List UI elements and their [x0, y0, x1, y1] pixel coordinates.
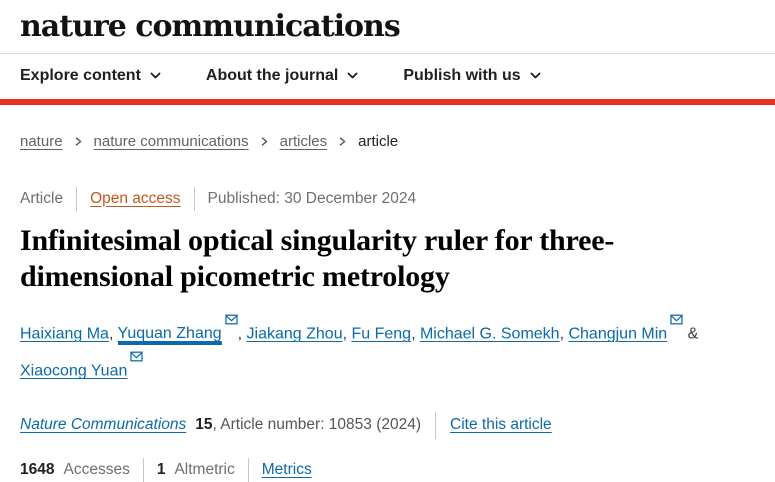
chevron-right-icon — [339, 136, 346, 146]
breadcrumb-nature-communications[interactable]: nature communications — [93, 132, 249, 150]
author-link-jiakang-zhou[interactable]: Jiakang Zhou — [246, 325, 343, 343]
citation-line: Nature Communications 15 , Article numbe… — [20, 411, 755, 439]
chevron-down-icon — [150, 72, 161, 79]
breadcrumb: nature nature communications articles ar… — [20, 133, 755, 150]
metrics-link[interactable]: Metrics — [261, 460, 312, 478]
nav-explore-content[interactable]: Explore content — [20, 67, 162, 85]
nav-publish-with-us[interactable]: Publish with us — [403, 67, 541, 85]
chevron-down-icon — [347, 72, 358, 79]
site-header: nature communications — [0, 0, 775, 54]
author-separator: , — [237, 325, 247, 343]
metrics-bar: 1648 Accesses 1 Altmetric Metrics — [20, 457, 755, 482]
email-icon[interactable] — [225, 313, 238, 328]
article-title: Infinitesimal optical singularity ruler … — [20, 223, 615, 294]
separator — [435, 411, 437, 439]
separator — [76, 186, 78, 211]
article-header-section: nature nature communications articles ar… — [0, 133, 775, 482]
altmetric-count: 1 — [156, 460, 166, 478]
author-link-fu-feng[interactable]: Fu Feng — [351, 325, 412, 343]
separator — [142, 457, 144, 482]
journal-link[interactable]: Nature Communications — [20, 416, 187, 434]
cite-this-article-link[interactable]: Cite this article — [450, 416, 552, 434]
accesses-count: 1648 — [20, 460, 55, 478]
author-link-michael-g-somekh[interactable]: Michael G. Somekh — [419, 325, 560, 343]
article-meta-row: Article Open access Published: 30 Decemb… — [20, 186, 755, 211]
nav-publish-with-us-label: Publish with us — [403, 66, 521, 84]
accesses-label: Accesses — [63, 460, 130, 478]
email-icon[interactable] — [670, 313, 683, 328]
chevron-down-icon — [530, 72, 541, 79]
author-link-changjun-min[interactable]: Changjun Min — [568, 325, 668, 343]
author-link-haixiang-ma[interactable]: Haixiang Ma — [20, 325, 109, 343]
author-link-xiaocong-yuan[interactable]: Xiaocong Yuan — [20, 362, 128, 380]
breadcrumb-articles[interactable]: articles — [279, 132, 328, 150]
published-date: Published: 30 December 2024 — [207, 189, 417, 207]
separator — [247, 457, 249, 482]
article-type-label: Article — [20, 189, 64, 207]
author-separator: , — [559, 325, 569, 343]
nav-about-the-journal[interactable]: About the journal — [206, 67, 359, 85]
breadcrumb-nature[interactable]: nature — [20, 132, 63, 150]
email-icon[interactable] — [130, 350, 143, 365]
chevron-right-icon — [261, 136, 267, 146]
author-separator: , — [108, 325, 118, 343]
author-separator: , — [411, 325, 420, 343]
open-access-link[interactable]: Open access — [90, 189, 181, 207]
article-number-text: , Article number: 10853 (2024) — [212, 416, 422, 434]
journal-logo[interactable]: nature communications — [20, 9, 401, 44]
author-link-yuquan-zhang[interactable]: Yuquan Zhang — [117, 325, 222, 346]
nav-about-the-journal-label: About the journal — [205, 66, 339, 84]
altmetric-label: Altmetric — [174, 460, 235, 478]
volume-number: 15 — [195, 416, 213, 434]
author-separator: , — [342, 325, 352, 343]
author-separator: & — [683, 325, 699, 343]
brand-red-rule — [0, 98, 775, 105]
breadcrumb-article-current: article — [358, 132, 399, 150]
main-nav: Explore content About the journal Publis… — [0, 54, 775, 99]
separator — [193, 186, 195, 211]
chevron-right-icon — [75, 136, 81, 146]
nav-explore-content-label: Explore content — [20, 66, 141, 84]
author-list: Haixiang Ma, Yuquan Zhang, Jiakang Zhou,… — [20, 314, 755, 388]
